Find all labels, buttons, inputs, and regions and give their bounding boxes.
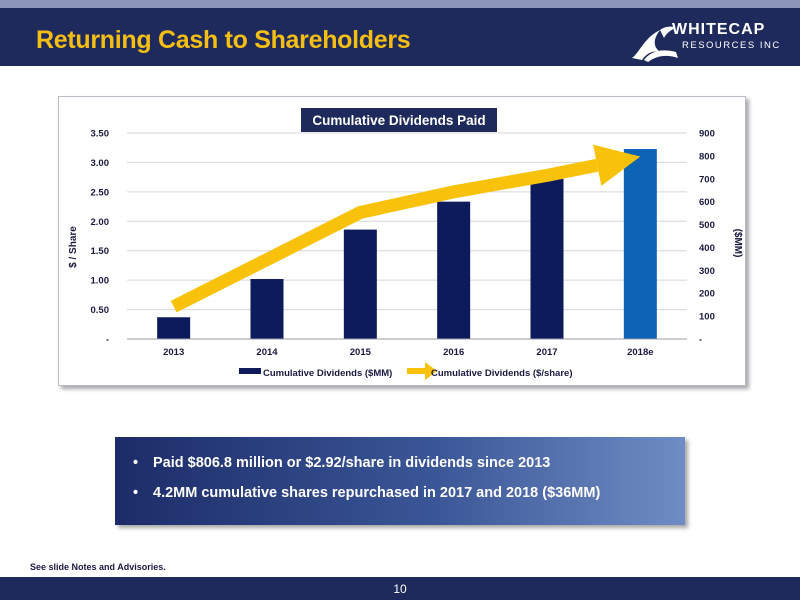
company-logo: WHITECAP RESOURCES INC xyxy=(630,18,790,66)
y-left-tick-label: 0.50 xyxy=(91,305,110,316)
y-right-tick-label: 500 xyxy=(699,220,715,231)
bar-series xyxy=(157,149,657,339)
arrow-line-series xyxy=(170,144,641,313)
y-right-tick-label: 900 xyxy=(699,129,715,140)
y-left-tick-label: 2.00 xyxy=(91,217,110,228)
header-bar: Returning Cash to Shareholders WHITECAP … xyxy=(0,0,800,66)
grid-lines xyxy=(127,132,687,311)
wave-logo-icon xyxy=(632,26,678,62)
y-right-tick-label: - xyxy=(699,335,702,346)
y-left-tick-label: 1.50 xyxy=(91,246,110,257)
logo-wordmark: WHITECAP xyxy=(672,21,766,38)
bar-2018e xyxy=(623,149,657,339)
bullet-item-repurchases: • 4.2MM cumulative shares repurchased in… xyxy=(133,485,669,515)
legend: Cumulative Dividends ($MM) Cumulative Di… xyxy=(239,362,572,380)
x-tick-label: 2015 xyxy=(350,347,372,358)
legend-label-bars: Cumulative Dividends ($MM) xyxy=(263,368,392,379)
y-left-tick-label: 3.50 xyxy=(91,129,110,140)
x-tick-label: 2017 xyxy=(536,347,557,358)
y-left-tick-label: 1.00 xyxy=(91,276,110,287)
page-number: 10 xyxy=(393,582,407,596)
bar-2017 xyxy=(530,178,564,339)
y-right-tick-label: 600 xyxy=(699,197,715,208)
y-axis-left-label: $ / Share xyxy=(68,226,79,268)
footnote: See slide Notes and Advisories. xyxy=(30,562,166,572)
legend-label-line: Cumulative Dividends ($/share) xyxy=(431,368,572,379)
y-left-tick-label: 2.50 xyxy=(91,187,110,198)
x-tick-label: 2018e xyxy=(627,347,653,358)
y-right-tick-label: 800 xyxy=(699,151,715,162)
bullet-icon: • xyxy=(133,485,139,501)
y-right-tick-label: 300 xyxy=(699,266,715,277)
chart-title: Cumulative Dividends Paid xyxy=(312,113,485,128)
y-axis-right-label: ($MM) xyxy=(732,229,743,258)
y-right-tick-label: 700 xyxy=(699,174,715,185)
page-title: Returning Cash to Shareholders xyxy=(36,26,411,54)
x-tick-label: 2016 xyxy=(443,347,464,358)
axes: - 0.50 1.00 1.50 2.00 2.50 3.00 3.50 - 100 200 300 4… xyxy=(91,129,715,359)
bullet-icon: • xyxy=(133,455,139,471)
bar-2014 xyxy=(250,279,284,339)
dividends-chart: - 0.50 1.00 1.50 2.00 2.50 3.00 3.50 - 100 200 300 4… xyxy=(68,108,743,380)
bar-2013 xyxy=(157,317,191,339)
bar-2015 xyxy=(343,229,377,339)
bullet-text: 4.2MM cumulative shares repurchased in 2… xyxy=(153,485,601,501)
series-arrowhead xyxy=(593,144,641,186)
bar-2016 xyxy=(437,201,471,339)
bullet-text: Paid $806.8 million or $2.92/share in di… xyxy=(153,455,551,471)
legend-swatch-bars xyxy=(239,368,261,374)
y-left-tick-label: 3.00 xyxy=(91,158,110,169)
logo-subtitle: RESOURCES INC xyxy=(682,40,781,51)
y-right-tick-label: 200 xyxy=(699,289,715,300)
legend-arrow-icon xyxy=(407,362,437,380)
chart-panel: - 0.50 1.00 1.50 2.00 2.50 3.00 3.50 - 100 200 300 4… xyxy=(58,96,746,386)
series-line-per-share xyxy=(170,158,599,313)
footer-bar: 10 xyxy=(0,577,800,600)
y-left-tick-label: - xyxy=(106,335,109,346)
chart-title-box xyxy=(301,108,497,132)
x-tick-label: 2013 xyxy=(163,347,184,358)
y-right-tick-label: 400 xyxy=(699,243,715,254)
y-right-tick-label: 100 xyxy=(699,312,715,323)
bullet-item-dividends: • Paid $806.8 million or $2.92/share in … xyxy=(133,455,669,485)
x-tick-label: 2014 xyxy=(256,347,278,358)
summary-box: • Paid $806.8 million or $2.92/share in … xyxy=(115,437,685,525)
